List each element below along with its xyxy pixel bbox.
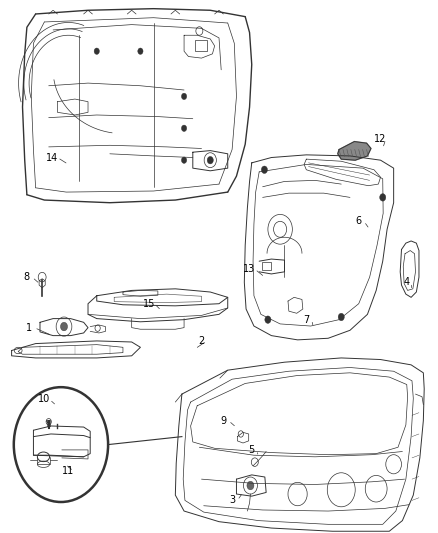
Polygon shape (338, 142, 371, 160)
Bar (262, 262, 272, 270)
Circle shape (338, 313, 344, 321)
Text: 14: 14 (46, 152, 58, 163)
Text: 5: 5 (249, 445, 255, 455)
Text: 2: 2 (198, 336, 205, 346)
Circle shape (181, 93, 187, 100)
Text: 7: 7 (303, 314, 310, 325)
Text: 15: 15 (143, 298, 155, 309)
Text: 4: 4 (404, 278, 410, 287)
Circle shape (261, 166, 268, 173)
Circle shape (247, 481, 254, 490)
Text: 6: 6 (356, 216, 362, 227)
Circle shape (380, 193, 386, 201)
Text: 8: 8 (24, 272, 30, 282)
Text: 1: 1 (26, 322, 32, 333)
Circle shape (94, 48, 99, 54)
Bar (195, 39, 207, 51)
Circle shape (207, 157, 213, 164)
Text: 12: 12 (374, 134, 387, 144)
Text: 9: 9 (220, 416, 226, 426)
Circle shape (265, 316, 271, 324)
Text: 11: 11 (62, 466, 74, 476)
Text: 10: 10 (38, 394, 50, 405)
Circle shape (181, 125, 187, 132)
Circle shape (138, 48, 143, 54)
Text: 13: 13 (244, 264, 256, 274)
Circle shape (60, 322, 67, 331)
Text: 3: 3 (229, 495, 235, 505)
Circle shape (181, 157, 187, 164)
